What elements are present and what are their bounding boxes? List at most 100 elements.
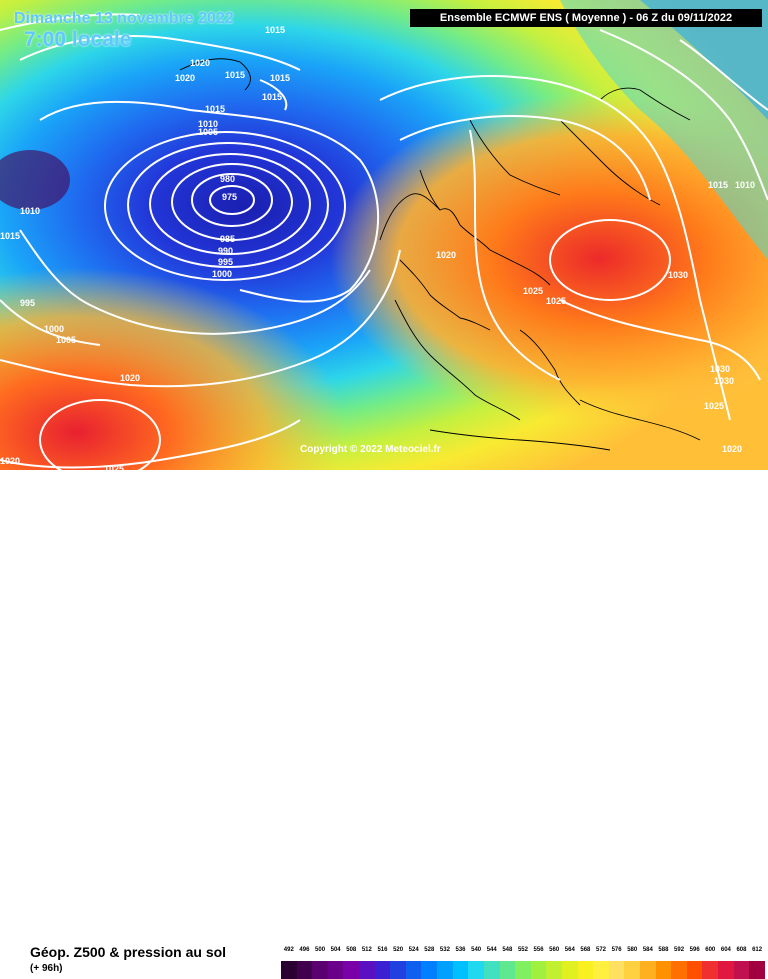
pressure-label: 1015 — [205, 104, 225, 114]
forecast-time: 7:00 locale — [24, 28, 132, 51]
pressure-label: 1020 — [120, 373, 140, 383]
scale-swatch — [499, 961, 516, 979]
scale-swatch — [577, 961, 594, 979]
pressure-label: 1025 — [546, 296, 566, 306]
scale-swatch — [608, 961, 625, 979]
scale-label: 504 — [330, 947, 341, 953]
scale-swatch — [483, 961, 500, 979]
pressure-label: 985 — [220, 234, 235, 244]
pressure-label: 1015 — [708, 180, 728, 190]
forecast-date: Dimanche 13 novembre 2022 — [14, 10, 234, 27]
scale-label: 500 — [315, 947, 326, 953]
scale-label: 596 — [689, 947, 700, 953]
scale-swatch — [452, 961, 469, 979]
scale-label: 608 — [736, 947, 747, 953]
scale-label: 544 — [486, 947, 497, 953]
scale-label: 600 — [705, 947, 716, 953]
pressure-label: 1025 — [104, 464, 124, 470]
pressure-label: 1030 — [710, 364, 730, 374]
scale-label: 524 — [408, 947, 419, 953]
scale-swatch — [437, 961, 453, 979]
scale-label: 508 — [346, 947, 357, 953]
pressure-label: 1020 — [0, 456, 20, 466]
pressure-label: 1015 — [0, 231, 20, 241]
coastlines — [179, 58, 701, 451]
pressure-label: 1025 — [523, 286, 543, 296]
scale-swatch — [296, 961, 313, 979]
scale-label: 492 — [283, 947, 294, 953]
pressure-label: 1010 — [20, 206, 40, 216]
northeast-blue-field — [640, 0, 768, 120]
pressure-label: 995 — [20, 298, 35, 308]
map-title: Géop. Z500 & pression au sol — [30, 944, 227, 960]
scale-swatch — [749, 961, 765, 979]
scale-label: 612 — [752, 947, 763, 953]
forecast-datetime: Dimanche 13 novembre 2022 7:00 locale — [14, 10, 234, 51]
scale-swatch — [374, 961, 391, 979]
scale-label: 516 — [377, 947, 388, 953]
scale-label: 564 — [564, 947, 575, 953]
scale-swatch — [421, 961, 438, 979]
pressure-label: 1015 — [262, 92, 282, 102]
scale-label: 568 — [580, 947, 591, 953]
pressure-label: 1000 — [212, 269, 232, 279]
scale-label: 520 — [393, 947, 404, 953]
scale-swatch — [718, 961, 734, 979]
pressure-label: 1020 — [190, 58, 210, 68]
pressure-label: 995 — [218, 257, 233, 267]
scale-swatch — [655, 961, 672, 979]
scale-swatch — [702, 961, 719, 979]
pressure-label: 1010 — [198, 119, 218, 129]
pressure-label: 1000 — [44, 324, 64, 334]
scale-labels: 492 496 500 504 508 512 516 520 524 528 532 536 540 5… — [281, 947, 765, 961]
scale-swatch — [561, 961, 578, 979]
pressure-label: 1020 — [436, 250, 456, 260]
scale-swatch — [515, 961, 531, 979]
scale-label: 552 — [517, 947, 528, 953]
scale-label: 572 — [595, 947, 606, 953]
scale-swatch — [671, 961, 687, 979]
scale-swatch — [405, 961, 422, 979]
scale-label: 580 — [627, 947, 638, 953]
weather-map: 1015 1020 1020 1015 1015 1015 1015 1010 1005 980 9… — [0, 0, 768, 470]
pressure-label: 1030 — [714, 376, 734, 386]
scale-label: 560 — [549, 947, 560, 953]
scale-swatch — [593, 961, 609, 979]
scale-swatch — [733, 961, 750, 979]
scale-swatch — [624, 961, 641, 979]
pressure-label: 1020 — [722, 444, 742, 454]
scale-swatch — [390, 961, 406, 979]
scale-swatch — [281, 961, 297, 979]
pressure-label: 1015 — [270, 73, 290, 83]
isobars — [0, 13, 768, 470]
scale-label: 512 — [361, 947, 372, 953]
pressure-label: 1005 — [56, 335, 76, 345]
pressure-label: 1010 — [735, 180, 755, 190]
scale-label: 540 — [471, 947, 482, 953]
pressure-label: 1015 — [265, 25, 285, 35]
pressure-label: 1030 — [668, 270, 688, 280]
scale-swatch — [546, 961, 562, 979]
scale-label: 588 — [658, 947, 669, 953]
pressure-label: 1005 — [198, 127, 218, 137]
scale-colors — [281, 961, 765, 979]
scale-swatch — [312, 961, 328, 979]
scale-swatch — [530, 961, 547, 979]
scale-swatch — [640, 961, 656, 979]
scale-swatch — [327, 961, 344, 979]
scale-label: 604 — [720, 947, 731, 953]
scale-swatch — [359, 961, 375, 979]
scale-label: 584 — [642, 947, 653, 953]
scale-swatch — [686, 961, 703, 979]
map-subtitle: (+ 96h) — [30, 963, 63, 974]
scale-label: 532 — [439, 947, 450, 953]
copyright-text: Copyright © 2022 Meteociel.fr — [300, 444, 441, 455]
scale-label: 592 — [674, 947, 685, 953]
scale-label: 576 — [611, 947, 622, 953]
pressure-label: 990 — [218, 246, 233, 256]
pressure-label: 1015 — [225, 70, 245, 80]
model-header: Ensemble ECMWF ENS ( Moyenne ) - 06 Z du… — [410, 9, 762, 27]
pressure-label: 975 — [222, 192, 237, 202]
